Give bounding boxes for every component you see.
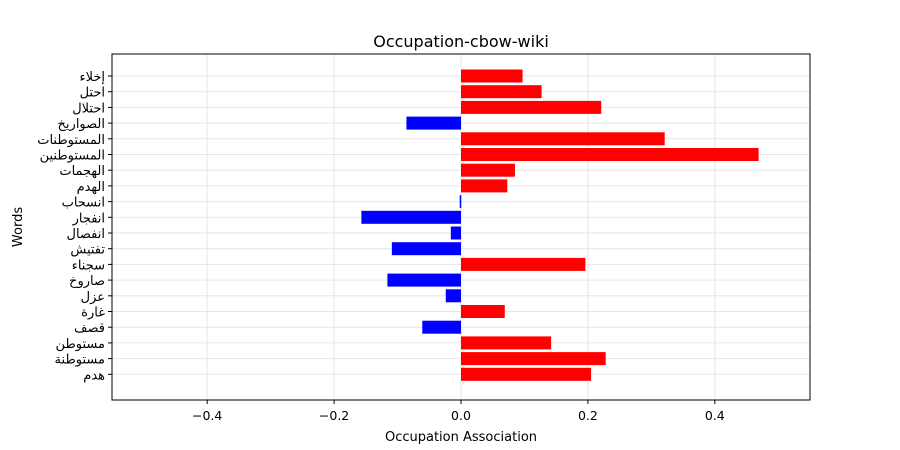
bar-18 bbox=[461, 352, 606, 366]
y-tick-label: المستوطنات bbox=[37, 133, 105, 148]
bar-11 bbox=[391, 242, 461, 256]
bar-15 bbox=[461, 305, 505, 318]
y-tick-label: انفصال bbox=[67, 227, 106, 242]
bar-0 bbox=[461, 69, 523, 83]
bar-3 bbox=[406, 116, 461, 130]
y-tick-label: انفجار bbox=[72, 211, 105, 226]
y-tick-label: هدم bbox=[83, 368, 105, 383]
x-tick-label: −0.4 bbox=[192, 408, 222, 423]
x-tick-label: 0.0 bbox=[451, 408, 471, 423]
bar-13 bbox=[387, 273, 461, 287]
y-tick-label: سجناء bbox=[72, 258, 105, 273]
y-axis-label: Words bbox=[11, 207, 26, 247]
y-tick-label: صاروخ bbox=[69, 274, 105, 289]
y-tick-label: احتلال bbox=[72, 101, 105, 116]
y-tick-label: احتل bbox=[80, 86, 105, 101]
y-ticks: إخلاءاحتلاحتلالالصواريخالمستوطناتالمستوط… bbox=[37, 70, 112, 383]
y-tick-label: مستوطن bbox=[56, 337, 105, 352]
bar-12 bbox=[461, 257, 586, 271]
x-ticks: −0.4 −0.2 0.0 0.2 0.4 bbox=[192, 400, 725, 423]
y-tick-label: الهجمات bbox=[59, 164, 105, 179]
x-tick-label: 0.4 bbox=[705, 408, 725, 423]
y-tick-label: تفتيش bbox=[70, 243, 105, 258]
bar-14 bbox=[445, 289, 461, 303]
bar-17 bbox=[461, 336, 552, 350]
y-tick-label: الهدم bbox=[77, 180, 105, 195]
x-tick-label: 0.2 bbox=[578, 408, 598, 423]
bar-7 bbox=[461, 179, 508, 193]
bar-8 bbox=[459, 195, 462, 209]
bar-16 bbox=[422, 320, 461, 334]
y-tick-label: إخلاء bbox=[79, 70, 105, 85]
y-tick-label: الصواريخ bbox=[58, 117, 105, 132]
x-tick-label: −0.2 bbox=[319, 408, 349, 423]
bar-19 bbox=[461, 367, 592, 381]
bar-2 bbox=[461, 100, 602, 114]
bar-4 bbox=[461, 132, 665, 146]
bar-6 bbox=[461, 163, 515, 177]
x-axis-label: Occupation Association bbox=[385, 430, 537, 445]
y-tick-label: غارة bbox=[81, 306, 105, 321]
y-tick-label: المستوطنين bbox=[40, 149, 105, 164]
y-tick-label: عزل bbox=[81, 290, 105, 305]
bar-5 bbox=[461, 148, 759, 161]
bar-10 bbox=[450, 226, 461, 240]
y-tick-label: قصف bbox=[74, 321, 105, 336]
bar-9 bbox=[361, 210, 461, 224]
bars bbox=[361, 69, 759, 381]
y-tick-label: انسحاب bbox=[62, 196, 105, 211]
chart-title: Occupation-cbow-wiki bbox=[373, 32, 549, 51]
y-tick-label: مستوطنة bbox=[55, 353, 105, 368]
bar-1 bbox=[461, 85, 542, 99]
